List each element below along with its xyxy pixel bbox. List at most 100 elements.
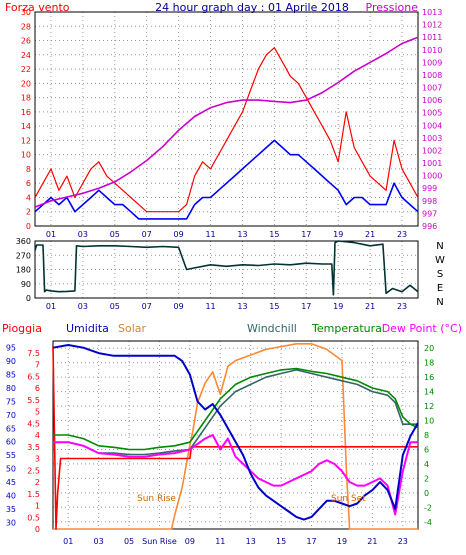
temperature-tick-label: 0 xyxy=(424,489,429,498)
hour-tick-label: 23 xyxy=(398,537,408,546)
bottom-panel-grid xyxy=(53,341,418,529)
top-time-axis: 01 03 05 07 09 11 13 15 17 19 21 23 xyxy=(46,230,407,239)
hour-tick-label: 15 xyxy=(269,230,279,239)
hour-tick-label: 11 xyxy=(215,537,225,546)
humidity-tick-label: 85 xyxy=(6,371,16,380)
wind-tick-label: 4 xyxy=(26,193,31,202)
pressure-tick-label: 1012 xyxy=(422,21,442,30)
hour-tick-label: 21 xyxy=(365,230,375,239)
wind-tick-label: 18 xyxy=(21,94,31,103)
hour-tick-label: 19 xyxy=(337,537,347,546)
pressure-tick-label: 1000 xyxy=(422,172,442,181)
pressure-tick-label: 1006 xyxy=(422,96,442,105)
rain-tick-label: 7.5 xyxy=(27,349,40,358)
hour-tick-label: Sun Rise xyxy=(142,537,177,546)
temperature-tick-label: 4 xyxy=(424,460,429,469)
temperature-axis: -4 -2 0 2 4 6 8 10 12 14 16 18 20 xyxy=(424,344,434,527)
direction-tick-label: 180 xyxy=(16,266,31,275)
direction-time-axis: 01 03 05 07 09 11 13 15 17 19 21 23 xyxy=(46,302,407,311)
pressure-tick-label: 1004 xyxy=(422,121,442,130)
windchill-label: Windchill xyxy=(247,322,297,335)
hour-tick-label: 03 xyxy=(78,302,88,311)
humidity-tick-label: 40 xyxy=(6,491,16,500)
rain-axis: 0 0.5 1 1.5 2 2.5 3 3.5 4 4.5 5 5.5 6 6.5 7 7.5 xyxy=(27,349,40,534)
temperature-tick-label: 10 xyxy=(424,417,434,426)
hour-tick-label: 09 xyxy=(185,537,195,546)
temperature-tick-label: 8 xyxy=(424,431,429,440)
compass-label: N xyxy=(436,297,443,308)
hour-tick-label: 19 xyxy=(333,230,343,239)
humidity-tick-label: 35 xyxy=(6,505,16,514)
pressure-tick-label: 1001 xyxy=(422,159,442,168)
dewpoint-line xyxy=(53,434,418,516)
pressure-axis: 996 997 998 999 1000 1001 1002 1003 1004 1005 1006… xyxy=(422,8,442,231)
temperature-tick-label: 16 xyxy=(424,373,434,382)
wind-tick-label: 16 xyxy=(21,108,31,117)
wind-tick-label: 6 xyxy=(26,179,31,188)
rain-tick-label: 4.5 xyxy=(27,419,40,428)
temperature-tick-label: 6 xyxy=(424,445,429,454)
humidity-tick-label: 95 xyxy=(6,344,16,353)
direction-tick-label: 360 xyxy=(16,237,31,246)
humidity-line xyxy=(52,344,419,521)
hour-tick-label: 23 xyxy=(397,302,407,311)
direction-tick-label: 270 xyxy=(16,251,31,260)
solar-label: Solar xyxy=(118,322,147,335)
hour-tick-label: 15 xyxy=(276,537,286,546)
temperature-tick-label: 12 xyxy=(424,402,434,411)
humidity-tick-label: 70 xyxy=(6,411,16,420)
hour-tick-label: 21 xyxy=(367,537,377,546)
hour-tick-label: 05 xyxy=(110,302,120,311)
wind-tick-label: 24 xyxy=(21,51,31,60)
humidity-label: Umidita xyxy=(66,322,109,335)
pressure-tick-label: 1010 xyxy=(422,46,442,55)
temperature-tick-label: 18 xyxy=(424,359,434,368)
rain-tick-label: 5.5 xyxy=(27,396,40,405)
humidity-tick-label: 75 xyxy=(6,397,16,406)
rain-tick-label: 1 xyxy=(35,502,40,511)
hour-tick-label: 23 xyxy=(397,230,407,239)
hour-tick-label: 03 xyxy=(78,230,88,239)
wind-tick-label: 0 xyxy=(26,222,31,231)
hour-tick-label: 15 xyxy=(269,302,279,311)
humidity-tick-label: 80 xyxy=(6,384,16,393)
humidity-tick-label: 90 xyxy=(6,357,16,366)
rain-tick-label: 6.5 xyxy=(27,372,40,381)
solar-line xyxy=(53,342,418,530)
compass-label: N xyxy=(436,241,443,252)
hour-tick-label: 11 xyxy=(205,302,215,311)
chart-title: 24 hour graph day : 01 Aprile 2018 xyxy=(155,1,349,14)
direction-tick-label: 90 xyxy=(21,280,31,289)
rain-tick-label: 5 xyxy=(35,408,40,417)
pressure-tick-label: 1005 xyxy=(422,109,442,118)
hour-tick-label: 07 xyxy=(142,302,152,311)
hour-tick-label: 17 xyxy=(301,302,311,311)
top-panel-series xyxy=(34,36,419,220)
pressure-label: Pressione xyxy=(366,1,419,14)
wind-tick-label: 30 xyxy=(21,8,31,17)
direction-panel-frame xyxy=(34,240,419,299)
rain-tick-label: 0.5 xyxy=(27,513,40,522)
temperature-tick-label: 2 xyxy=(424,474,429,483)
rain-line xyxy=(52,345,418,530)
pressure-tick-label: 1002 xyxy=(422,146,442,155)
rain-tick-label: 2.5 xyxy=(27,466,40,475)
temperature-tick-label: 20 xyxy=(424,344,434,353)
pressure-line xyxy=(34,36,419,208)
hour-tick-label: 19 xyxy=(333,302,343,311)
bottom-panel-series xyxy=(52,342,419,530)
hour-tick-label: 17 xyxy=(301,230,311,239)
compass-label: E xyxy=(437,283,443,294)
hour-tick-label: 01 xyxy=(46,302,56,311)
pressure-tick-label: 1013 xyxy=(422,8,442,17)
pressure-tick-label: 1011 xyxy=(422,33,442,42)
direction-line xyxy=(34,240,419,296)
hour-tick-label: 09 xyxy=(174,230,184,239)
wind-tick-label: 8 xyxy=(26,165,31,174)
humidity-tick-label: 65 xyxy=(6,424,16,433)
wind-tick-label: 12 xyxy=(21,136,31,145)
humidity-tick-label: 55 xyxy=(6,451,16,460)
wind_avg-line xyxy=(34,139,419,220)
